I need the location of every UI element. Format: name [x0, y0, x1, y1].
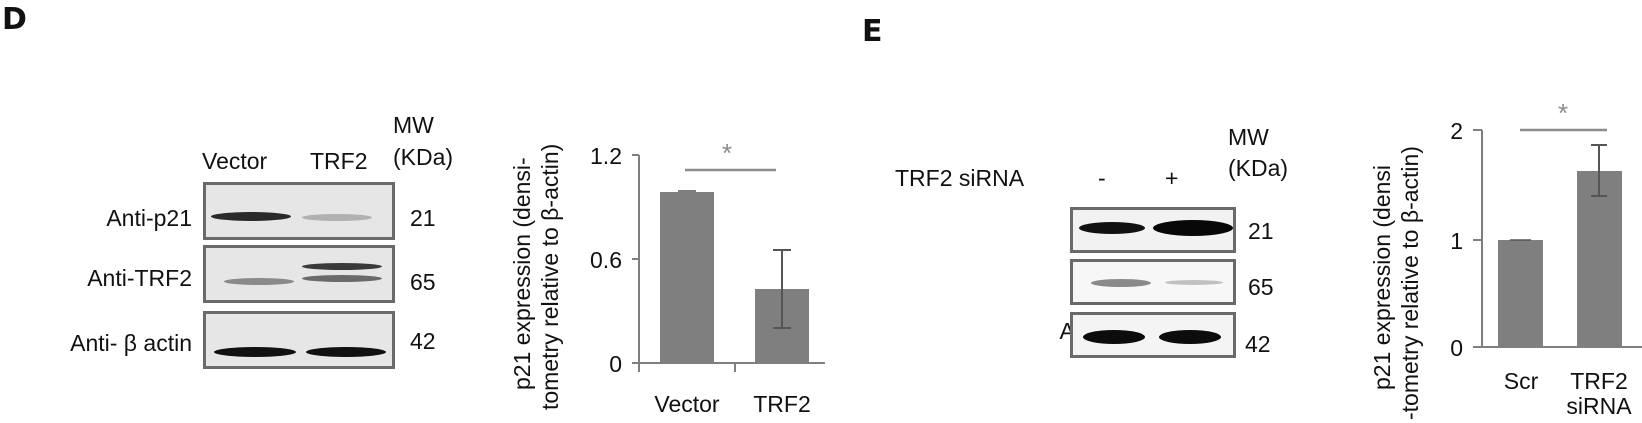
chart-e-significance-star: *: [1558, 98, 1568, 128]
mw-header-line2: (KDa): [393, 144, 454, 170]
blot-e-strip-trf2: [1070, 259, 1236, 305]
chart-d-xlabel-vector: Vector: [654, 391, 720, 417]
mw-e-value-p21: 21: [1248, 218, 1274, 244]
chart-d-significance-star: *: [722, 138, 732, 168]
chart-e-ylabel-line1: p21 expression (densi: [1369, 165, 1395, 390]
panel-e-letter: E: [862, 14, 883, 49]
lane-label-trf2: TRF2: [310, 148, 368, 174]
mw-header-line1: MW: [393, 112, 434, 138]
mw-value-trf2: 65: [410, 269, 436, 295]
panel-d-letter: D: [2, 2, 27, 37]
chart-d-xlabel-trf2: TRF2: [753, 391, 811, 417]
row-label-anti-p21: Anti-p21: [106, 205, 192, 231]
chart-e-bar-trf2-sirna: [1577, 171, 1622, 347]
chart-d-ytick-0: 0: [609, 351, 622, 377]
mw-e-value-actin: 42: [1245, 331, 1271, 357]
blot-strip-actin: [203, 311, 395, 369]
chart-e-xlabel-trf2-line2: siRNA: [1566, 393, 1632, 419]
chart-d-ylabel-line1: p21 expression (densi-: [509, 157, 535, 390]
lane-label-vector: Vector: [202, 148, 268, 174]
blot-e-strip-p21: [1070, 207, 1236, 253]
chart-e-ylabel-line2: -tometry relative to β-actin): [1397, 146, 1423, 420]
chart-e-xlabel-scr: Scr: [1504, 368, 1539, 394]
chart-e-ytick-0: 0: [1450, 335, 1463, 361]
mw-header-e-line1: MW: [1228, 124, 1269, 150]
chart-d-ylabel-line2: tometry relative to β-actin): [537, 144, 563, 410]
mw-value-p21: 21: [410, 205, 436, 231]
chart-e-error-bar-trf2-sirna: [1591, 144, 1607, 197]
chart-e-ytick-2: 2: [1450, 118, 1463, 144]
treatment-label-trf2-sirna: TRF2 siRNA: [895, 165, 1025, 191]
blot-strip-p21: [203, 182, 395, 240]
chart-e-bar-scr: [1498, 240, 1543, 347]
row-label-anti-actin: Anti- β actin: [70, 330, 192, 356]
mw-header-e-line2: (KDa): [1228, 155, 1289, 181]
chart-e-xlabel-trf2-line1: TRF2: [1570, 368, 1628, 394]
blot-strip-trf2: [203, 245, 395, 303]
chart-d-ytick-1-2: 1.2: [590, 143, 622, 169]
chart-e-ytick-1: 1: [1450, 228, 1463, 254]
row-label-anti-trf2: Anti-TRF2: [87, 265, 192, 291]
blot-e-strip-actin: [1070, 312, 1236, 358]
chart-d-ylabel: p21 expression (densi- tometry relative …: [509, 144, 563, 410]
chart-e-ylabel: p21 expression (densi -tometry relative …: [1369, 146, 1423, 420]
lane-label-plus: +: [1165, 165, 1179, 191]
chart-d-error-bar-trf2: [773, 249, 791, 329]
lane-label-minus: -: [1098, 165, 1106, 191]
mw-value-actin: 42: [410, 328, 436, 354]
chart-d-bar-vector: [660, 192, 714, 363]
mw-e-value-trf2: 65: [1248, 274, 1274, 300]
chart-d-ytick-0-6: 0.6: [590, 247, 622, 273]
